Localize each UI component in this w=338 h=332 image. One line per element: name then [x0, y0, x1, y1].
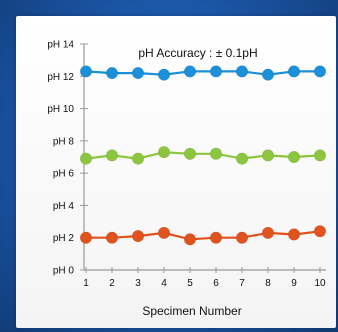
- x-tick-label: 1: [83, 278, 89, 289]
- data-point: [314, 150, 326, 162]
- data-point: [106, 232, 118, 244]
- x-tick-label: 6: [213, 278, 219, 289]
- x-tick-label: 7: [239, 278, 245, 289]
- data-point: [106, 67, 118, 79]
- series-3: [80, 225, 326, 245]
- x-tick-label: 9: [291, 278, 297, 289]
- x-axis-title: Specimen Number: [142, 304, 241, 318]
- data-point: [210, 232, 222, 244]
- data-point: [314, 66, 326, 78]
- y-tick-label: pH 6: [53, 169, 75, 180]
- series-line: [86, 152, 320, 158]
- data-point: [236, 153, 248, 165]
- data-point: [288, 151, 300, 163]
- data-point: [184, 234, 196, 246]
- x-tick-label: 5: [187, 278, 193, 289]
- chart-title: pH Accuracy : ± 0.1pH: [138, 46, 257, 60]
- data-point: [210, 66, 222, 78]
- series-layer: [80, 66, 326, 245]
- data-point: [132, 230, 144, 242]
- y-tick-label: pH 2: [53, 233, 75, 244]
- x-tick-label: 10: [314, 278, 326, 289]
- y-tick-label: pH 4: [53, 201, 75, 212]
- y-tick-label: pH 0: [53, 266, 75, 277]
- ph-accuracy-chart: pH Accuracy : ± 0.1pH pH 0 pH 2 pH 4 pH 6 pH…: [16, 16, 336, 328]
- data-point: [80, 232, 92, 244]
- data-point: [262, 69, 274, 81]
- data-point: [314, 225, 326, 237]
- data-point: [158, 146, 170, 158]
- series-line: [86, 71, 320, 74]
- x-tick-label: 3: [135, 278, 141, 289]
- series-2: [80, 146, 326, 164]
- series-1: [80, 66, 326, 81]
- x-tick-label: 4: [161, 278, 167, 289]
- series-line: [86, 231, 320, 239]
- data-point: [288, 229, 300, 241]
- data-point: [262, 227, 274, 239]
- data-point: [80, 66, 92, 78]
- data-point: [106, 150, 118, 162]
- y-tick-label: pH 12: [47, 72, 74, 83]
- data-point: [132, 153, 144, 165]
- data-point: [80, 153, 92, 165]
- data-point: [184, 66, 196, 78]
- x-tick-label: 2: [109, 278, 115, 289]
- data-point: [262, 150, 274, 162]
- data-point: [236, 66, 248, 78]
- data-point: [184, 148, 196, 160]
- x-tick-label: 8: [265, 278, 271, 289]
- data-point: [210, 148, 222, 160]
- y-tick-label: pH 10: [47, 104, 74, 115]
- data-point: [288, 66, 300, 78]
- y-tick-label: pH 14: [47, 40, 74, 51]
- data-point: [132, 67, 144, 79]
- data-point: [236, 232, 248, 244]
- data-point: [158, 69, 170, 81]
- chart-card: pH Accuracy : ± 0.1pH pH 0 pH 2 pH 4 pH 6 pH…: [16, 16, 336, 328]
- data-point: [158, 227, 170, 239]
- y-tick-label: pH 8: [53, 136, 75, 147]
